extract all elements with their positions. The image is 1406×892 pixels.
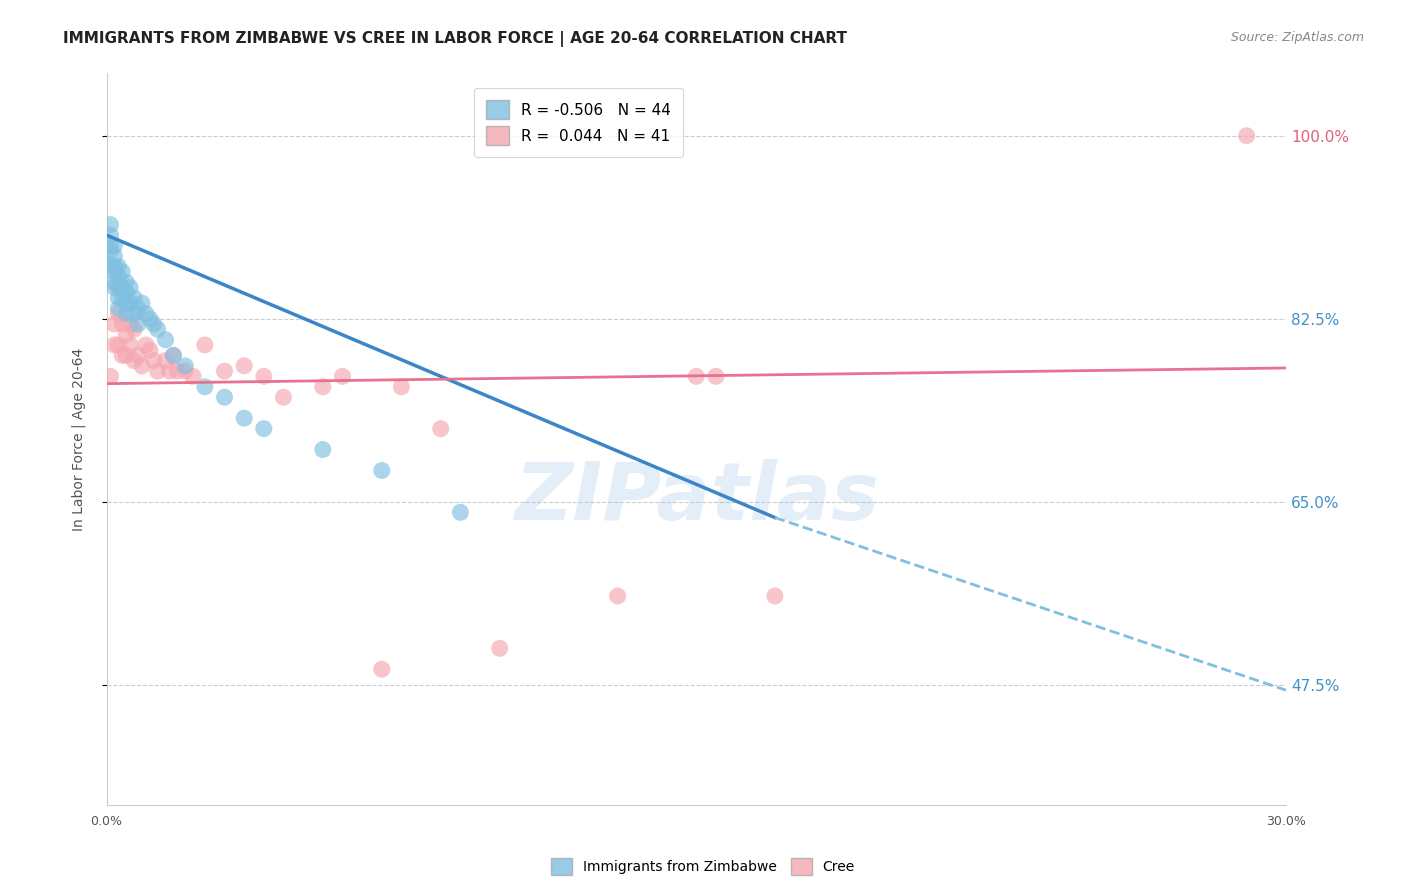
Point (120, 296, 142, 310)
Point (371, 662, 394, 676)
Point (391, 380, 413, 394)
Point (429, 422, 451, 436)
Point (135, 307, 157, 321)
Point (100, 238, 122, 252)
Point (155, 333, 177, 347)
Point (162, 348, 184, 362)
Point (233, 359, 256, 373)
Point (100, 228, 122, 243)
Point (115, 327, 138, 342)
Point (174, 359, 197, 373)
Point (139, 311, 162, 326)
Text: ZIPatlas: ZIPatlas (513, 458, 879, 537)
Point (253, 369, 276, 384)
Point (166, 364, 188, 378)
Point (155, 353, 177, 368)
Point (127, 317, 149, 331)
Point (253, 422, 276, 436)
Point (606, 589, 628, 603)
Point (194, 380, 217, 394)
Point (122, 353, 145, 368)
Point (103, 260, 125, 274)
Point (131, 359, 153, 373)
Point (214, 364, 236, 378)
Point (127, 301, 149, 316)
Point (146, 322, 169, 336)
Point (111, 280, 134, 294)
Point (111, 317, 134, 331)
Text: Source: ZipAtlas.com: Source: ZipAtlas.com (1230, 31, 1364, 45)
Legend: Immigrants from Zimbabwe, Cree: Immigrants from Zimbabwe, Cree (546, 853, 860, 880)
Point (146, 364, 169, 378)
Point (488, 641, 510, 656)
Point (103, 280, 125, 294)
Point (174, 364, 197, 378)
Point (107, 269, 129, 284)
Point (233, 411, 256, 425)
Point (194, 338, 217, 352)
Point (107, 338, 129, 352)
Point (704, 369, 727, 384)
Point (127, 348, 149, 362)
Point (111, 265, 134, 279)
Point (131, 296, 153, 310)
Point (100, 369, 122, 384)
Point (1236, 128, 1258, 143)
Legend: R = -0.506   N = 44, R =  0.044   N = 41: R = -0.506 N = 44, R = 0.044 N = 41 (474, 88, 683, 157)
Point (159, 364, 181, 378)
Point (103, 249, 125, 263)
Point (103, 238, 125, 252)
Point (120, 317, 142, 331)
Point (312, 380, 335, 394)
Point (115, 275, 138, 289)
Point (685, 369, 707, 384)
Point (100, 260, 122, 274)
Point (107, 301, 129, 316)
Point (103, 338, 125, 352)
Point (115, 296, 138, 310)
Point (312, 442, 335, 457)
Point (142, 353, 165, 368)
Point (162, 348, 184, 362)
Point (107, 307, 129, 321)
Point (103, 317, 125, 331)
Point (139, 343, 162, 358)
Y-axis label: In Labor Force | Age 20-64: In Labor Force | Age 20-64 (72, 348, 86, 531)
Point (142, 317, 165, 331)
Text: IMMIGRANTS FROM ZIMBABWE VS CREE IN LABOR FORCE | AGE 20-64 CORRELATION CHART: IMMIGRANTS FROM ZIMBABWE VS CREE IN LABO… (63, 31, 848, 47)
Point (273, 390, 295, 404)
Point (111, 348, 134, 362)
Point (100, 218, 122, 232)
Point (111, 291, 134, 305)
Point (100, 244, 122, 258)
Point (120, 280, 142, 294)
Point (115, 285, 138, 300)
Point (181, 369, 204, 384)
Point (214, 390, 236, 404)
Point (120, 338, 142, 352)
Point (763, 589, 786, 603)
Point (449, 505, 471, 519)
Point (115, 348, 138, 362)
Point (332, 369, 354, 384)
Point (371, 463, 394, 477)
Point (122, 322, 145, 336)
Point (107, 260, 129, 274)
Point (122, 291, 145, 305)
Point (103, 275, 125, 289)
Point (107, 291, 129, 305)
Point (115, 307, 138, 321)
Point (107, 280, 129, 294)
Point (103, 265, 125, 279)
Point (122, 307, 145, 321)
Point (135, 338, 157, 352)
